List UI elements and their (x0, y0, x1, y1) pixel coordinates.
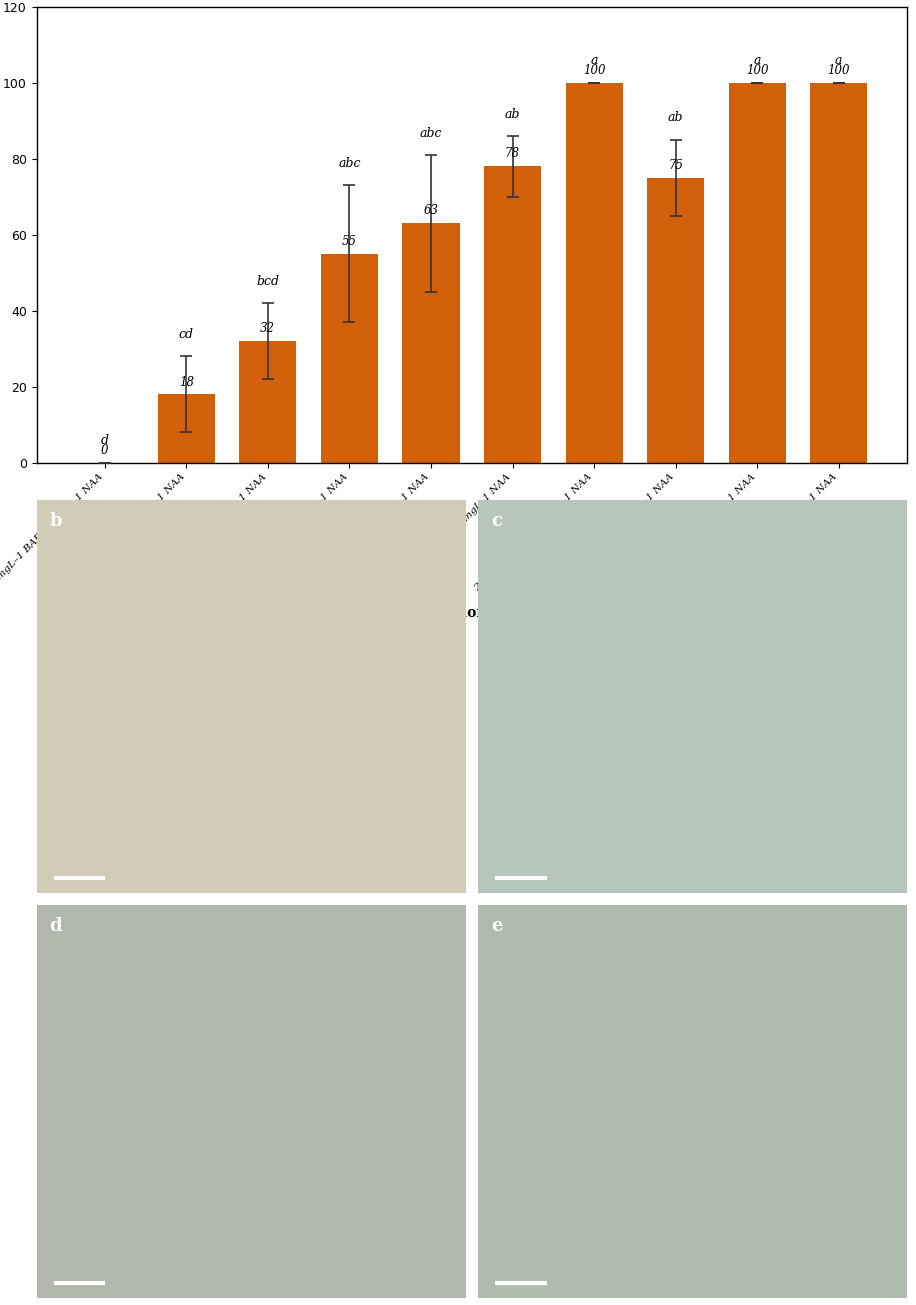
Bar (239, 341, 297, 463)
Text: ab: ab (505, 107, 520, 120)
Text: e: e (491, 917, 503, 936)
Text: a: a (754, 55, 761, 68)
Text: d: d (49, 917, 62, 936)
Text: 100: 100 (746, 64, 769, 77)
Text: 18: 18 (179, 376, 194, 389)
Text: cd: cd (179, 328, 194, 341)
Text: b: b (49, 512, 62, 530)
Text: 100: 100 (583, 64, 605, 77)
Text: bcd: bcd (256, 275, 279, 288)
Text: a: a (835, 55, 843, 68)
Text: 78: 78 (505, 147, 520, 161)
Bar (402, 223, 460, 463)
Bar (158, 394, 215, 463)
X-axis label: Different combinations of  BAP and NAA: Different combinations of BAP and NAA (313, 607, 630, 620)
Text: 100: 100 (827, 64, 850, 77)
Bar (728, 82, 786, 463)
Text: 75: 75 (668, 159, 683, 172)
Text: ab: ab (668, 111, 683, 124)
Bar (484, 166, 541, 463)
Text: 0: 0 (101, 444, 108, 457)
Text: 32: 32 (260, 322, 276, 335)
Text: 55: 55 (342, 235, 357, 248)
Text: a: a (590, 55, 598, 68)
Text: abc: abc (420, 127, 442, 140)
Bar (565, 82, 623, 463)
Bar (647, 177, 704, 463)
Text: d: d (101, 435, 109, 448)
Text: c: c (491, 512, 502, 530)
Bar (810, 82, 867, 463)
Text: 63: 63 (423, 205, 439, 218)
Text: abc: abc (338, 157, 361, 170)
Bar (321, 253, 378, 463)
